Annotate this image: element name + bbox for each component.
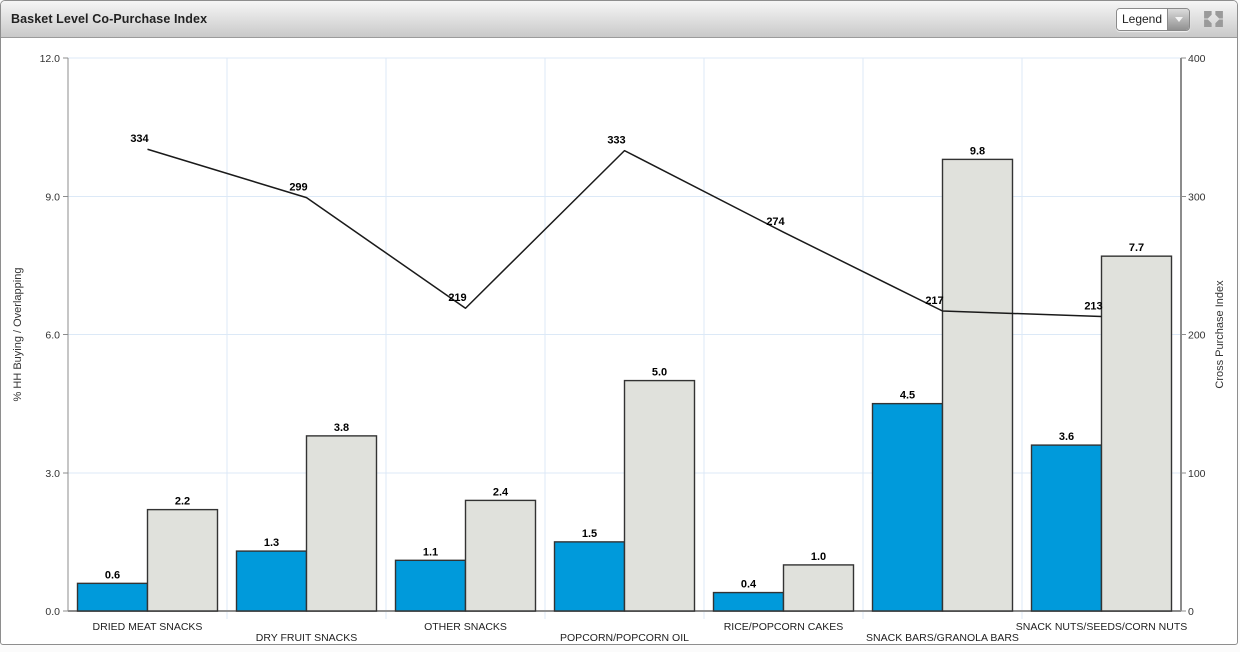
bar[interactable]: [553, 541, 626, 612]
y-tick-label-left: 3.0: [45, 468, 60, 480]
y-tick-label-right: 400: [1188, 53, 1206, 65]
y-tick-label-right: 100: [1188, 468, 1206, 480]
y-tick-label-left: 12.0: [40, 53, 61, 65]
bar[interactable]: [464, 499, 537, 612]
x-axis-label: OTHER SNACKS: [424, 621, 507, 633]
bar[interactable]: [941, 158, 1014, 612]
x-axis-label: SNACK BARS/GRANOLA BARS: [866, 632, 1019, 644]
bar-value-label: 3.6: [1059, 431, 1074, 443]
y-tick-label-right: 0: [1188, 606, 1194, 618]
x-axis-label: POPCORN/POPCORN OIL: [560, 632, 689, 644]
bar-value-label: 1.3: [264, 537, 279, 549]
bar-value-label: 3.8: [334, 422, 349, 434]
x-axis-label: DRY FRUIT SNACKS: [256, 632, 358, 644]
line-point-label: 213: [1084, 301, 1102, 313]
bar-value-label: 1.0: [811, 551, 826, 563]
cross-purchase-line[interactable]: [147, 148, 1102, 318]
bar-value-label: 2.4: [493, 486, 509, 498]
x-axis-label: SNACK NUTS/SEEDS/CORN NUTS: [1016, 621, 1188, 633]
line-point-label: 274: [766, 216, 785, 228]
bar[interactable]: [305, 435, 378, 612]
y-tick-label-right: 200: [1188, 330, 1206, 342]
legend-dropdown-label: Legend: [1117, 8, 1167, 30]
bar[interactable]: [1100, 255, 1173, 612]
bar[interactable]: [871, 402, 944, 612]
bar-value-label: 7.7: [1129, 242, 1144, 254]
bar[interactable]: [1030, 444, 1103, 612]
y-tick-label-right: 300: [1188, 191, 1206, 203]
bar-value-label: 4.5: [900, 390, 915, 402]
y-axis-title-right: Cross Purchase Index: [1214, 280, 1226, 389]
line-point-label: 299: [289, 182, 307, 194]
bar[interactable]: [712, 591, 785, 612]
line-point-label: 217: [925, 295, 943, 307]
panel-header: Basket Level Co-Purchase Index Legend: [1, 1, 1237, 38]
chevron-down-icon: [1174, 16, 1183, 22]
bar[interactable]: [235, 550, 308, 612]
bar-value-label: 2.2: [175, 496, 190, 508]
y-tick-label-left: 0.0: [45, 606, 60, 618]
legend-dropdown[interactable]: Legend: [1116, 7, 1190, 31]
line-point-label: 333: [607, 135, 625, 147]
bar[interactable]: [146, 508, 219, 612]
legend-dropdown-button[interactable]: [1167, 8, 1189, 30]
bar[interactable]: [394, 559, 467, 612]
header-controls: Legend: [1116, 7, 1237, 31]
bar-value-label: 0.4: [741, 579, 757, 591]
bar[interactable]: [782, 564, 855, 612]
y-axis-title-left: % HH Buying / Overlapping: [12, 268, 24, 402]
bar-value-label: 0.6: [105, 569, 120, 581]
bar[interactable]: [623, 379, 696, 612]
bar-value-label: 1.5: [582, 528, 597, 540]
x-axis-label: RICE/POPCORN CAKES: [724, 621, 844, 633]
expand-arrows-icon[interactable]: [1204, 11, 1223, 27]
bar-value-label: 9.8: [970, 145, 985, 157]
y-tick-label-left: 9.0: [45, 191, 60, 203]
x-axis-label: DRIED MEAT SNACKS: [93, 621, 203, 633]
line-point-label: 219: [448, 292, 466, 304]
y-tick-label-left: 6.0: [45, 330, 60, 342]
page-title: Basket Level Co-Purchase Index: [11, 12, 208, 26]
bar-value-label: 1.1: [423, 546, 438, 558]
line-point-label: 334: [130, 133, 149, 145]
bar[interactable]: [76, 582, 149, 612]
bar-value-label: 5.0: [652, 367, 667, 379]
